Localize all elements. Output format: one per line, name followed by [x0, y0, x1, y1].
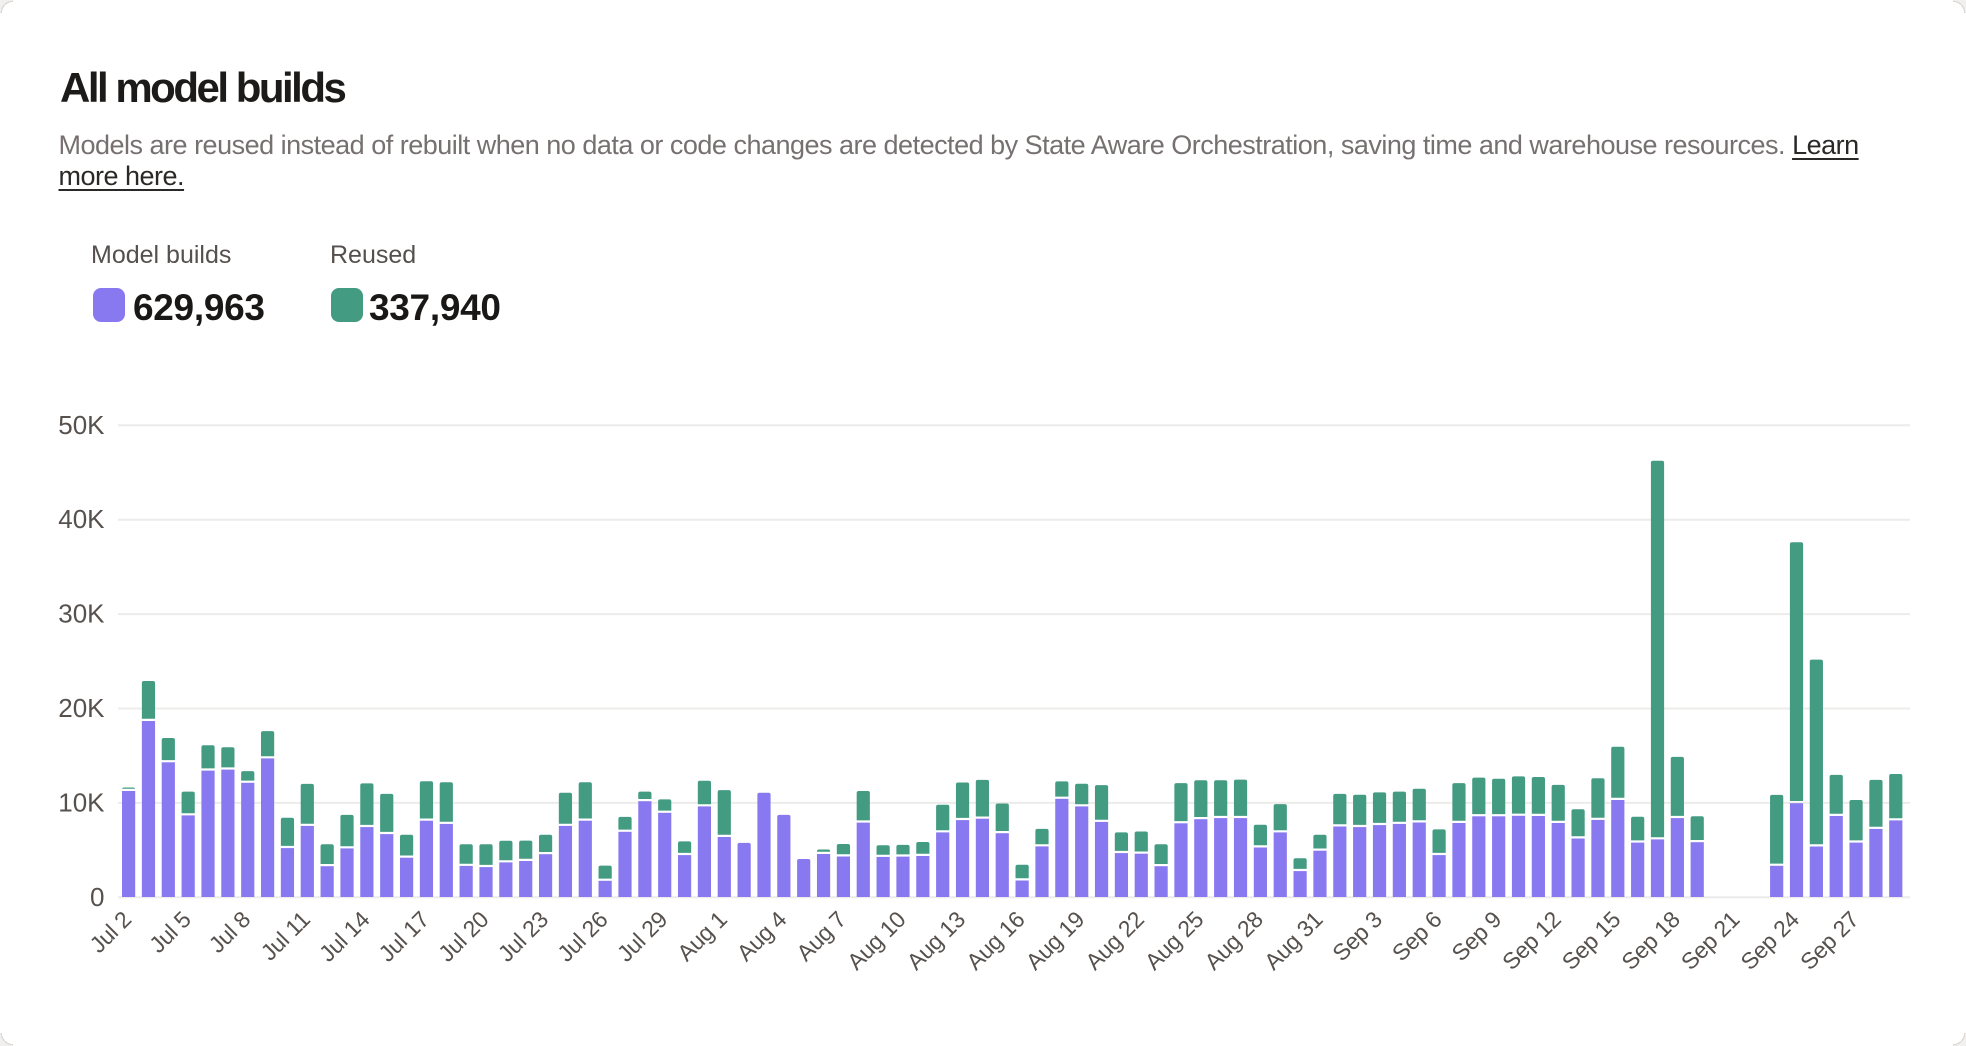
- svg-text:Sep 12: Sep 12: [1497, 906, 1566, 975]
- svg-text:50K: 50K: [58, 410, 105, 440]
- svg-text:Sep 21: Sep 21: [1676, 906, 1745, 975]
- svg-text:Sep 27: Sep 27: [1795, 906, 1864, 975]
- svg-text:Aug 4: Aug 4: [732, 906, 792, 966]
- svg-text:Sep 6: Sep 6: [1387, 906, 1447, 966]
- svg-text:Jul 29: Jul 29: [612, 906, 673, 967]
- svg-text:Aug 16: Aug 16: [961, 906, 1030, 975]
- svg-text:Aug 13: Aug 13: [901, 906, 970, 975]
- svg-text:Jul 26: Jul 26: [552, 906, 613, 967]
- svg-text:Jul 20: Jul 20: [433, 906, 494, 967]
- svg-text:0: 0: [90, 882, 104, 912]
- svg-text:30K: 30K: [58, 599, 105, 629]
- svg-text:Aug 22: Aug 22: [1080, 906, 1149, 975]
- svg-text:Aug 28: Aug 28: [1199, 906, 1268, 975]
- svg-text:Aug 19: Aug 19: [1021, 906, 1090, 975]
- svg-text:Jul 17: Jul 17: [373, 906, 434, 967]
- svg-text:10K: 10K: [58, 787, 105, 817]
- svg-text:Jul 5: Jul 5: [144, 906, 196, 958]
- svg-text:Jul 8: Jul 8: [204, 906, 256, 958]
- svg-text:Jul 2: Jul 2: [84, 906, 136, 958]
- svg-text:Aug 25: Aug 25: [1140, 906, 1209, 975]
- svg-text:Sep 18: Sep 18: [1616, 906, 1685, 975]
- svg-text:20K: 20K: [58, 693, 105, 723]
- svg-text:40K: 40K: [58, 504, 105, 534]
- svg-text:Aug 10: Aug 10: [842, 906, 911, 975]
- svg-text:Jul 23: Jul 23: [493, 906, 554, 967]
- svg-text:Sep 15: Sep 15: [1557, 906, 1626, 975]
- svg-text:Sep 24: Sep 24: [1735, 906, 1804, 975]
- svg-text:Aug 1: Aug 1: [672, 906, 732, 966]
- svg-text:Jul 14: Jul 14: [314, 906, 375, 967]
- svg-text:Aug 31: Aug 31: [1259, 906, 1328, 975]
- svg-text:Jul 11: Jul 11: [256, 906, 315, 965]
- svg-text:Sep 3: Sep 3: [1327, 906, 1387, 966]
